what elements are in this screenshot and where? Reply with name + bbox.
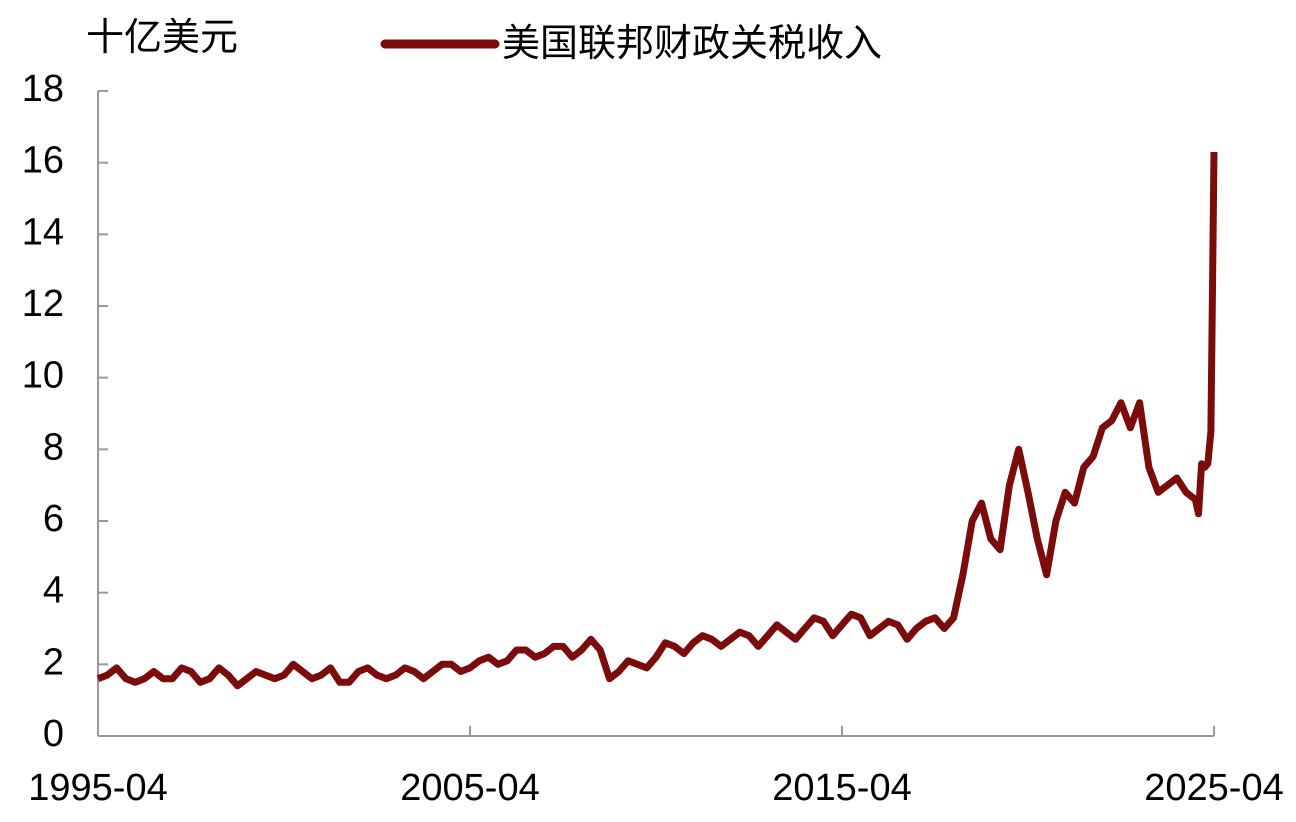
x-tick-label: 2025-04 <box>1144 767 1283 809</box>
y-tick-label: 6 <box>43 498 64 540</box>
x-tick-label: 1995-04 <box>28 767 167 809</box>
data-line <box>96 151 1218 690</box>
y-tick-label: 8 <box>43 426 64 468</box>
y-tick-label: 4 <box>43 570 64 612</box>
y-tick-label: 0 <box>43 713 64 755</box>
y-tick-label: 12 <box>22 283 64 325</box>
y-tick-label: 2 <box>43 641 64 683</box>
y-axis-label: 十亿美元 <box>86 17 238 59</box>
legend-label: 美国联邦财政关税收入 <box>502 23 882 65</box>
y-tick-label: 10 <box>22 355 64 397</box>
x-tick-label: 2015-04 <box>772 767 911 809</box>
y-tick-label: 16 <box>22 140 64 182</box>
y-tick-label: 18 <box>22 68 64 110</box>
x-tick-label: 2005-04 <box>400 767 539 809</box>
y-tick-label: 14 <box>22 211 64 253</box>
